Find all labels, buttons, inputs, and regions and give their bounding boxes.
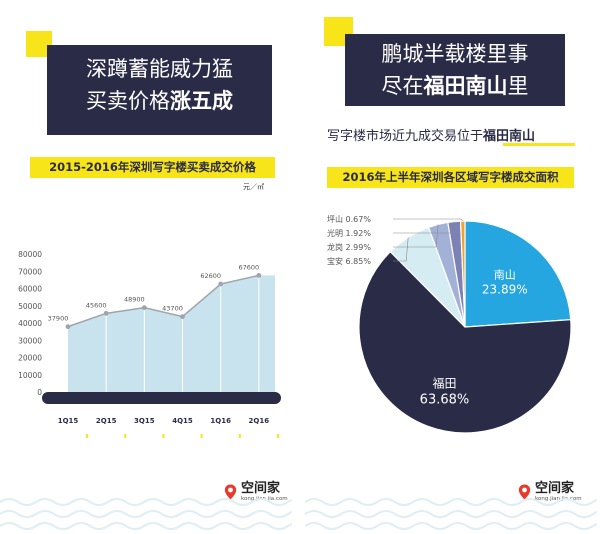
location-pin-icon xyxy=(224,484,237,500)
data-point xyxy=(218,281,224,287)
right-title-line2: 尽在福田南山里 xyxy=(345,70,565,102)
data-label: 43700 xyxy=(162,305,183,313)
wave-decoration xyxy=(305,498,597,530)
y-tick-label: 0 xyxy=(37,388,42,397)
pie-legend-value: 6.85% xyxy=(346,257,372,266)
pie-legend-item: 光明 1.92% xyxy=(327,228,371,238)
data-label: 37900 xyxy=(48,315,69,323)
x-tick-label: 1Q16 xyxy=(210,417,231,425)
x-tick-marker xyxy=(200,434,203,438)
lead-text: 写字楼市场近九成交易位于 xyxy=(327,129,484,144)
x-tick-label: 2Q16 xyxy=(249,417,270,425)
price-area-chart: 0 10000 20000 30000 40000 50000 60000 70000 8000… xyxy=(18,250,281,438)
x-tick-label: 2Q15 xyxy=(96,417,117,425)
left-title-highlight: 涨五成 xyxy=(170,89,233,113)
pie-slice xyxy=(464,220,572,328)
pie-legend-value: 0.67% xyxy=(346,215,372,224)
brand-name: 空间家 xyxy=(241,481,281,496)
right-title-highlight: 福田南山 xyxy=(423,74,508,98)
left-chart-title: 2015-2016年深圳写字楼买卖成交价格 xyxy=(30,157,275,178)
y-tick-label: 60000 xyxy=(18,285,42,294)
price-area-fill xyxy=(68,275,275,392)
data-point xyxy=(141,305,147,311)
pie-slice-value: 23.89% xyxy=(482,282,528,296)
price-line xyxy=(67,274,259,328)
data-point xyxy=(103,310,109,316)
pie-legend-value: 2.99% xyxy=(346,243,372,252)
right-title-line2-post: 里 xyxy=(507,74,529,98)
pie-slice xyxy=(358,250,572,434)
pie-legend-name: 龙岗 xyxy=(327,242,346,252)
data-label: 45600 xyxy=(86,301,107,309)
y-tick-label: 40000 xyxy=(18,319,42,328)
pie-leader-line xyxy=(393,218,463,222)
x-tick-label: 3Q15 xyxy=(134,417,155,425)
data-label: 48900 xyxy=(124,296,145,304)
x-tick-marker xyxy=(162,434,165,438)
y-tick-label: 70000 xyxy=(18,267,42,276)
right-chart-title: 2016年上半年深圳各区域写字楼成交面积 xyxy=(327,167,574,188)
y-tick-label: 30000 xyxy=(18,336,42,345)
right-lead-text: 写字楼市场近九成交易位于福田南山 xyxy=(327,125,535,144)
data-label: 67600 xyxy=(238,263,259,271)
pie-legend-item: 龙岗 2.99% xyxy=(327,242,371,252)
data-point xyxy=(180,314,185,320)
y-tick-label: 80000 xyxy=(18,250,42,259)
pie-legend-name: 宝安 xyxy=(327,256,346,266)
pie-legend-name: 光明 xyxy=(327,228,346,238)
data-point xyxy=(256,272,262,278)
y-tick-label: 10000 xyxy=(18,371,42,380)
location-pin-icon xyxy=(518,484,531,500)
brand-url: kong.jian.jia.com xyxy=(535,496,582,502)
lead-highlight: 福田南山 xyxy=(483,129,536,144)
x-tick-label: 4Q15 xyxy=(172,417,193,425)
pie-leader-line xyxy=(393,221,455,234)
left-title-line1: 深蹲蓄能威力猛 xyxy=(86,57,233,81)
left-title-box: 深蹲蓄能威力猛 买卖价格涨五成 xyxy=(47,45,272,135)
wave-decoration xyxy=(0,498,292,530)
data-label: 62600 xyxy=(200,272,221,280)
pie-slice-name: 南山 xyxy=(494,268,516,281)
pie-legend-value: 1.92% xyxy=(346,229,372,238)
lead-highlight-underline xyxy=(503,143,575,146)
y-tick-label: 50000 xyxy=(18,302,42,311)
pie-legend-item: 宝安 6.85% xyxy=(327,256,371,266)
right-panel: 鹏城半载楼里事 尽在福田南山里 写字楼市场近九成交易位于福田南山 2016年上半… xyxy=(305,0,597,534)
right-title-line1: 鹏城半载楼里事 xyxy=(381,42,529,66)
left-panel: 深蹲蓄能威力猛 买卖价格涨五成 2015-2016年深圳写字楼买卖成交价格 元／… xyxy=(0,0,292,534)
y-tick-label: 20000 xyxy=(18,354,42,363)
left-title-line2: 买卖价格涨五成 xyxy=(47,85,272,117)
x-tick-marker xyxy=(238,434,241,438)
pie-legend-item: 坪山 0.67% xyxy=(327,214,371,224)
pie-slice-value: 63.68% xyxy=(420,393,470,408)
x-axis-bar xyxy=(42,392,281,404)
y-unit-label: 元／㎡ xyxy=(243,183,264,191)
pie-slice-name: 福田 xyxy=(432,376,456,391)
brand-name: 空间家 xyxy=(535,481,575,496)
left-title-line2-text: 买卖价格 xyxy=(86,89,170,113)
x-tick-marker xyxy=(86,434,89,438)
x-tick-label: 1Q15 xyxy=(58,417,79,425)
right-title-box: 鹏城半载楼里事 尽在福田南山里 xyxy=(345,34,565,106)
x-tick-marker xyxy=(124,434,127,438)
data-point xyxy=(65,324,71,330)
pie-legend-name: 坪山 xyxy=(327,214,346,224)
x-tick-marker xyxy=(276,434,279,438)
right-brand-logo: 空间家 kong.jian.jia.com xyxy=(518,482,582,503)
pie-leader-line xyxy=(393,237,409,262)
right-title-line2-pre: 尽在 xyxy=(381,74,424,98)
